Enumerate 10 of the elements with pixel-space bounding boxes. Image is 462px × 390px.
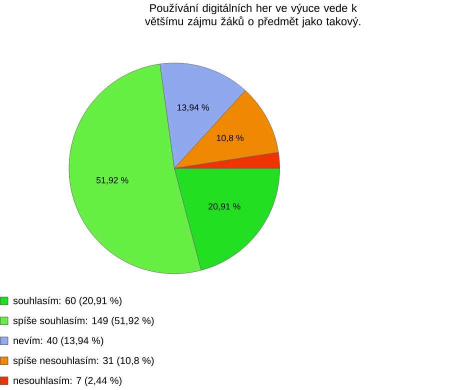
legend-label: nevím: 40 (13,94 %) bbox=[14, 336, 104, 346]
data-label: 13,94 % bbox=[178, 104, 210, 112]
chart-title: Používání digitálních her ve výuce vede k většímu zájmu žáků o předmět jako takový. bbox=[144, 4, 360, 28]
legend-label: spíše souhlasím: 149 (51,92 %) bbox=[13, 316, 154, 326]
data-label: 51,92 % bbox=[96, 177, 128, 185]
legend-label: souhlasím: 60 (20,91 %) bbox=[13, 296, 122, 306]
legend-label: spíše nesouhlasím: 31 (10,8 %) bbox=[13, 356, 154, 366]
data-label: 20,91 % bbox=[208, 203, 240, 211]
legend-label: nesouhlasím: 7 (2,44 %) bbox=[14, 376, 122, 386]
data-label: 10,8 % bbox=[216, 134, 244, 142]
